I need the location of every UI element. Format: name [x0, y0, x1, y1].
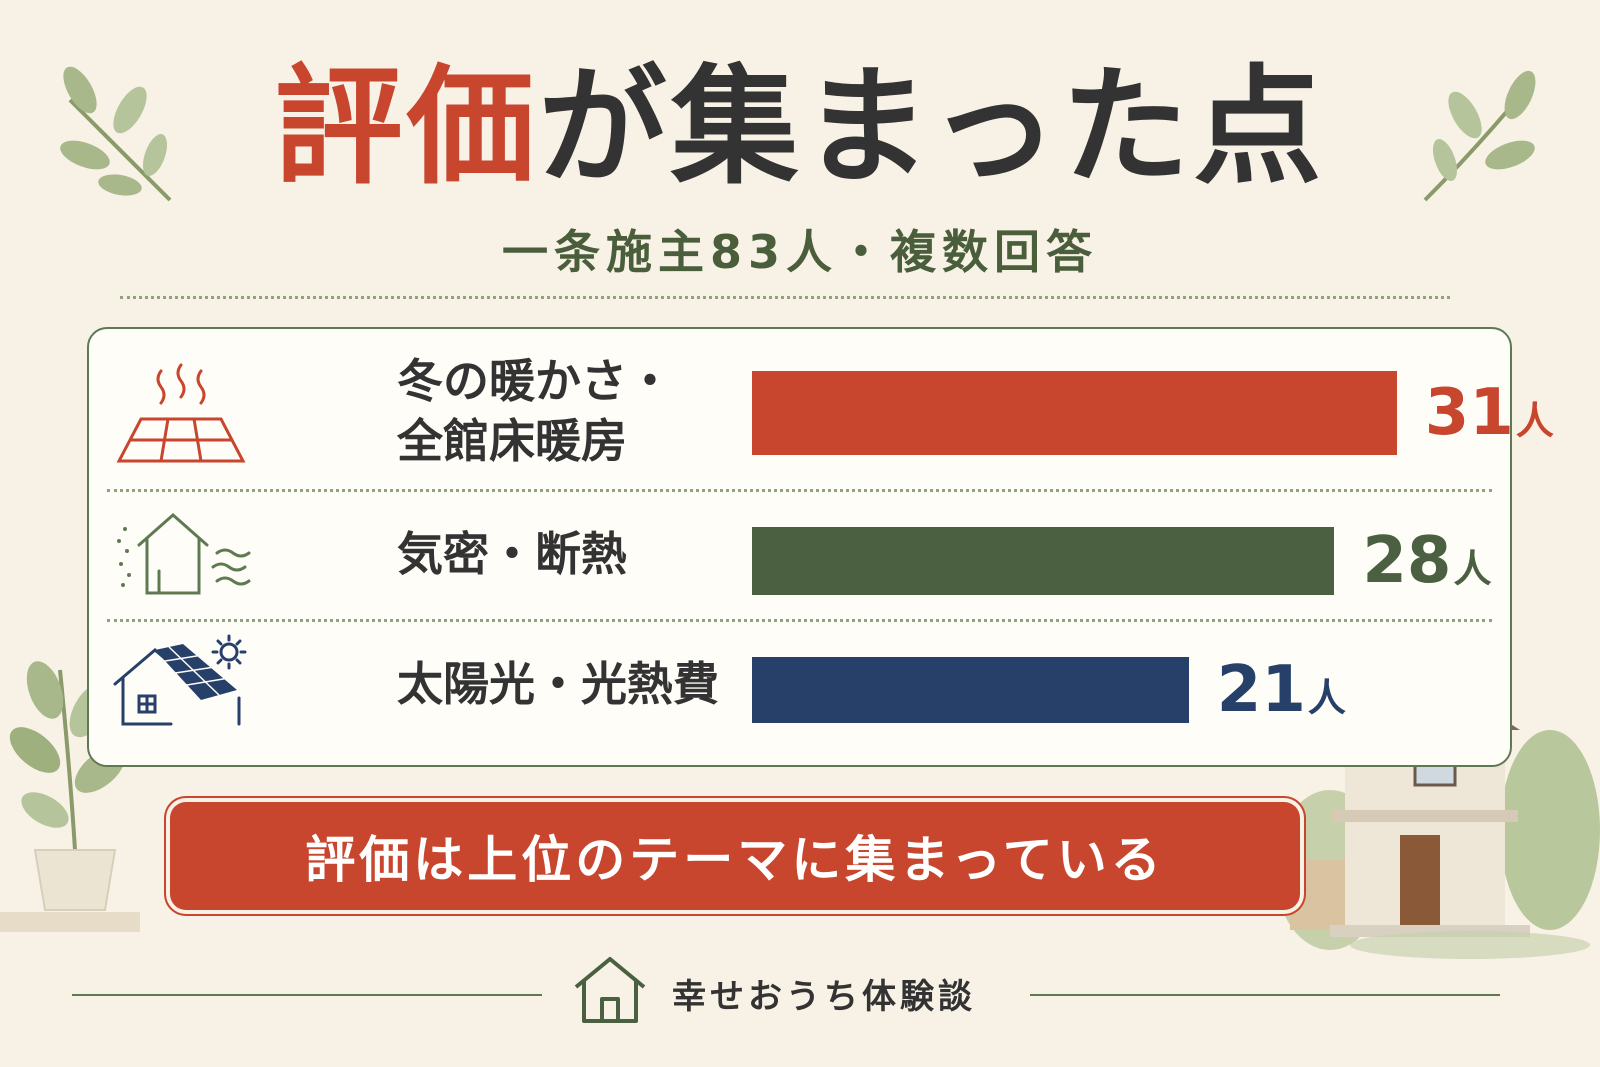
title-rest: が集まった点 [538, 53, 1326, 202]
subtitle: 一条施主83人・複数回答 [501, 225, 1098, 279]
bar-floor-heating [752, 371, 1397, 455]
row-divider [107, 619, 1492, 622]
bar-insulation [752, 527, 1335, 595]
row-label-solar: 太陽光・光熱費 [397, 657, 719, 711]
summary-banner: 評価は上位のテーマに集まっている [170, 802, 1300, 910]
row-label-floor-heating: 冬の暖かさ・ 全館床暖房 [397, 354, 673, 468]
value-unit: 人 [1453, 547, 1492, 591]
footer-divider-left [72, 994, 542, 996]
row-divider [107, 489, 1492, 492]
floor-heating-icon [116, 363, 246, 463]
value-solar: 21人 [1217, 655, 1346, 741]
footer-brand: 幸せおうち体験談 [672, 977, 976, 1017]
banner-text: 評価は上位のテーマに集まっている [305, 831, 1165, 889]
value-insulation: 28人 [1362, 526, 1491, 612]
footer-divider-right [1030, 994, 1500, 996]
value-unit: 人 [1307, 676, 1346, 720]
leaf-branch-left-icon [60, 66, 172, 202]
bar-solar [752, 657, 1189, 723]
house-outline-icon [574, 957, 646, 1023]
value-number: 28 [1362, 524, 1452, 598]
insulated-house-icon [117, 512, 251, 595]
value-floor-heating: 31人 [1425, 378, 1554, 464]
value-unit: 人 [1515, 399, 1554, 443]
leaf-branch-right-icon [1423, 70, 1536, 202]
value-number: 31 [1424, 376, 1514, 450]
solar-house-icon [113, 634, 247, 726]
chart-card: 冬の暖かさ・ 全館床暖房 31人 気密・断熱 28人 [87, 327, 1554, 767]
value-number: 21 [1216, 653, 1306, 727]
divider-top [120, 296, 1450, 299]
page-title: 評価が集まった点 [0, 48, 1600, 208]
row-label-insulation: 気密・断熱 [397, 527, 627, 581]
title-accent: 評価 [274, 53, 539, 202]
